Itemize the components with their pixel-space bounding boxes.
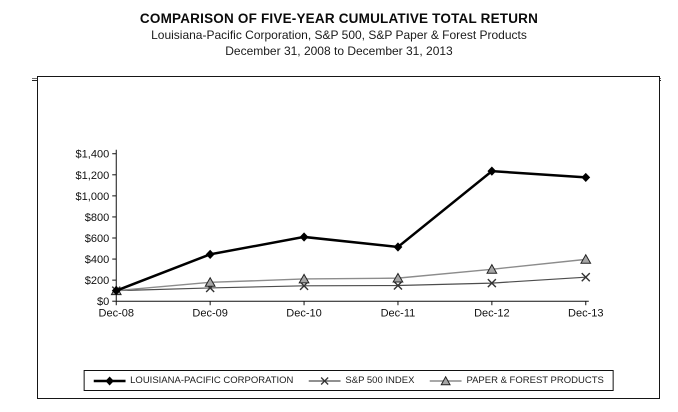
legend-label-paper-forest: PAPER & FOREST PRODUCTS	[466, 375, 604, 386]
diamond-marker	[393, 242, 403, 252]
series-line-louisiana-pacific-corporation	[115, 169, 586, 292]
diamond-marker	[111, 286, 121, 296]
x-line-marker-icon	[308, 376, 341, 385]
chart-header: COMPARISON OF FIVE-YEAR CUMULATIVE TOTAL…	[0, 0, 678, 58]
y-axis-tick-label: $1,200	[76, 170, 110, 182]
triangle-marker	[298, 273, 310, 284]
chart-subtitle-daterange: December 31, 2008 to December 31, 2013	[225, 44, 453, 58]
x-axis-tick-label: Dec-11	[381, 307, 416, 319]
diamond-line-marker-icon	[93, 376, 126, 385]
series-line-s-p-500-index	[116, 276, 586, 292]
y-axis-tick-label: $400	[85, 254, 110, 266]
triangle-marker	[486, 263, 498, 274]
x-axis-tick-label: Dec-09	[192, 307, 228, 319]
diamond-marker	[581, 172, 591, 183]
y-axis-tick-label: $1,400	[76, 149, 110, 161]
chart-plot: $0 $200 $400 $600 $800 $1,000 $1,200 $1,400 Dec-…	[76, 149, 604, 320]
chart-legend: LOUISIANA-PACIFIC CORPORATION S&P 500 IN…	[83, 370, 614, 391]
triangle-marker	[204, 276, 216, 287]
y-axis-tick-label: $600	[85, 233, 110, 245]
x-axis-tick-label: Dec-13	[568, 307, 604, 319]
x-marker	[487, 278, 497, 288]
chart-title: COMPARISON OF FIVE-YEAR CUMULATIVE TOTAL…	[139, 11, 539, 26]
x-marker	[393, 281, 403, 291]
legend-item-sp500: S&P 500 INDEX	[308, 375, 414, 386]
legend-item-louisiana-pacific: LOUISIANA-PACIFIC CORPORATION	[93, 375, 293, 386]
chart-frame: $0 $200 $400 $600 $800 $1,000 $1,200 $1,400 Dec-…	[37, 76, 660, 399]
y-axis-tick-label: $1,000	[76, 191, 110, 203]
series-line-paper-forest-products	[116, 258, 586, 292]
diamond-marker	[299, 232, 309, 242]
chart-subtitle-companies: Louisiana-Pacific Corporation, S&P 500, …	[151, 28, 527, 42]
triangle-line-marker-icon	[429, 375, 462, 385]
x-axis-tick-label: Dec-12	[474, 307, 510, 319]
legend-label-louisiana-pacific: LOUISIANA-PACIFIC CORPORATION	[130, 375, 294, 386]
legend-item-paper-forest: PAPER & FOREST PRODUCTS	[429, 375, 604, 386]
x-axis-tick-label: Dec-10	[286, 307, 322, 319]
legend-label-sp500: S&P 500 INDEX	[345, 375, 415, 386]
x-marker	[581, 272, 591, 282]
triangle-marker	[580, 253, 592, 264]
y-axis-tick-label: $800	[85, 212, 110, 224]
x-axis-tick-label: Dec-08	[98, 307, 134, 319]
y-axis-tick-label: $0	[97, 296, 109, 308]
triangle-marker	[392, 272, 404, 283]
diamond-marker	[205, 249, 215, 259]
y-axis-tick-label: $200	[85, 275, 110, 287]
